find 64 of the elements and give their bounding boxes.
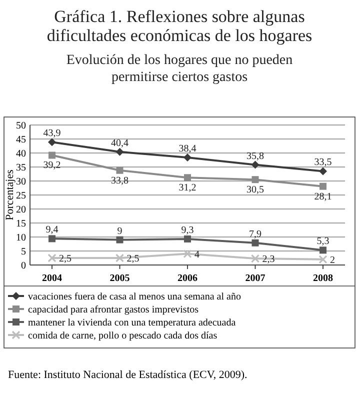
y-tick-label: 45 xyxy=(16,134,26,146)
data-label: 2,5 xyxy=(59,254,72,264)
data-label: 9,4 xyxy=(46,224,58,236)
data-label: 2,3 xyxy=(262,254,275,266)
point xyxy=(183,250,192,258)
data-label: 28,1 xyxy=(314,191,332,202)
data-label: 4 xyxy=(194,249,200,260)
x-tick-label: 2007 xyxy=(245,273,266,284)
point xyxy=(116,236,124,244)
data-label: 38,4 xyxy=(178,143,196,154)
y-tick-label: 40 xyxy=(16,148,26,160)
x-tick-label: 2005 xyxy=(110,273,130,284)
data-label: 39,2 xyxy=(43,160,61,172)
data-label: 35,8 xyxy=(246,150,264,162)
point xyxy=(184,153,192,162)
y-tick-label: 25 xyxy=(16,190,26,202)
point xyxy=(116,148,124,156)
point xyxy=(115,254,124,262)
point xyxy=(252,176,259,184)
point xyxy=(320,182,326,190)
y-axis-title: Porcentajes xyxy=(4,170,16,220)
point xyxy=(184,235,191,242)
data-label: 31,2 xyxy=(178,182,196,194)
point xyxy=(48,152,56,159)
data-label: 40,4 xyxy=(111,138,128,149)
legend-label: vacaciones fuera de casa al menos una semana al año xyxy=(28,292,241,302)
y-tick-label: 0 xyxy=(21,260,26,272)
y-tick-label: 50 xyxy=(16,120,26,132)
source-note: Fuente: Instituto Nacional de Estadística (ECV, 2009). xyxy=(8,369,248,381)
point xyxy=(252,239,259,246)
data-label: 30,5 xyxy=(246,184,264,196)
data-label: 2 xyxy=(330,254,335,266)
point xyxy=(318,255,328,264)
x-tick-label: 2008 xyxy=(313,273,333,284)
data-label: 2,5 xyxy=(126,254,140,264)
legend-label: comida de carne, pollo o pescado cada dos días xyxy=(28,330,218,342)
data-label: 5,3 xyxy=(316,236,330,248)
y-tick-label: 30 xyxy=(16,176,26,188)
x-tick-label: 2006 xyxy=(178,273,198,284)
legend-label: mantener la vivienda con una temperatura adecuada xyxy=(28,318,236,328)
legend-label: capacidad para afrontar gastos imprevistos xyxy=(28,304,199,316)
y-tick-label: 5 xyxy=(21,246,26,258)
y-tick-label: 10 xyxy=(16,232,26,244)
data-label: 9 xyxy=(117,226,122,237)
point xyxy=(48,235,56,242)
y-tick-label: 20 xyxy=(16,204,26,216)
data-label: 33,5 xyxy=(314,157,332,168)
y-tick-label: 15 xyxy=(16,218,26,230)
data-label: 9,3 xyxy=(181,224,194,236)
data-label: 33,8 xyxy=(111,175,128,186)
chart-title: Gráfica 1. Reflexiones sobre algunas dificultades económicas de los hogares xyxy=(46,7,312,45)
x-tick-label: 2004 xyxy=(42,273,62,284)
point xyxy=(48,254,56,262)
point xyxy=(184,174,191,182)
point xyxy=(116,166,124,174)
point xyxy=(48,138,56,146)
data-label: 43,9 xyxy=(43,128,61,140)
point xyxy=(251,160,260,169)
point xyxy=(250,254,260,263)
data-label: 7,9 xyxy=(249,228,262,240)
point xyxy=(319,167,327,176)
y-tick-label: 35 xyxy=(16,162,26,174)
chart-subtitle: Evolución de los hogares que no pueden permitirse ciertos gastos xyxy=(66,53,293,85)
point xyxy=(320,246,326,254)
